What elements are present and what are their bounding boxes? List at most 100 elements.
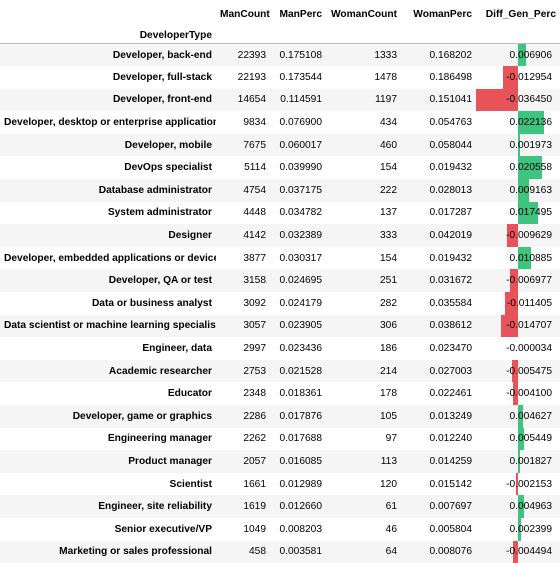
row-label: Engineer, site reliability [0, 495, 216, 518]
diff-value: -0.009629 [480, 230, 556, 241]
row-label: Developer, full-stack [0, 66, 216, 89]
cell-woman-perc: 0.007697 [401, 495, 476, 518]
cell-woman-count: 46 [326, 518, 401, 541]
cell-woman-count: 64 [326, 541, 401, 563]
column-header: ManPerc [270, 0, 326, 20]
cell-woman-count: 251 [326, 269, 401, 292]
column-header: WomanCount [326, 0, 401, 20]
cell-woman-count: 434 [326, 111, 401, 134]
row-label: Product manager [0, 450, 216, 473]
cell-woman-perc: 0.019432 [401, 156, 476, 179]
cell-woman-perc: 0.008076 [401, 541, 476, 563]
diff-value: -0.004494 [480, 546, 556, 557]
column-header: Diff_Gen_Perc [476, 0, 560, 20]
cell-man-perc: 0.012989 [270, 473, 326, 496]
cell-man-count: 458 [216, 541, 270, 563]
cell-man-perc: 0.017688 [270, 428, 326, 451]
cell-man-count: 4142 [216, 224, 270, 247]
diff-value: -0.002153 [480, 479, 556, 490]
table-row: Developer, embedded applications or devi… [0, 247, 560, 270]
diff-value: 0.004963 [480, 501, 556, 512]
diff-value: 0.017495 [480, 207, 556, 218]
cell-woman-perc: 0.023470 [401, 337, 476, 360]
cell-man-perc: 0.024695 [270, 269, 326, 292]
cell-man-perc: 0.173544 [270, 66, 326, 89]
cell-man-perc: 0.034782 [270, 202, 326, 225]
cell-woman-count: 1333 [326, 44, 401, 67]
cell-man-perc: 0.114591 [270, 89, 326, 112]
cell-man-count: 22193 [216, 66, 270, 89]
cell-woman-perc: 0.022461 [401, 382, 476, 405]
row-label: Developer, desktop or enterprise applica… [0, 111, 216, 134]
cell-diff-gen-perc: -0.009629 [476, 224, 560, 247]
table-row: Data scientist or machine learning speci… [0, 315, 560, 338]
row-label: Engineer, data [0, 337, 216, 360]
cell-diff-gen-perc: -0.004100 [476, 382, 560, 405]
cell-woman-perc: 0.027003 [401, 360, 476, 383]
cell-woman-count: 137 [326, 202, 401, 225]
cell-diff-gen-perc: -0.005475 [476, 360, 560, 383]
index-name: DeveloperType [0, 20, 216, 44]
cell-man-count: 2753 [216, 360, 270, 383]
row-label: Marketing or sales professional [0, 541, 216, 563]
column-header: ManCount [216, 0, 270, 20]
cell-man-perc: 0.032389 [270, 224, 326, 247]
cell-woman-perc: 0.015142 [401, 473, 476, 496]
row-label: Educator [0, 382, 216, 405]
row-label: Developer, back-end [0, 44, 216, 67]
cell-man-count: 1661 [216, 473, 270, 496]
cell-woman-perc: 0.054763 [401, 111, 476, 134]
cell-man-count: 9834 [216, 111, 270, 134]
cell-woman-count: 214 [326, 360, 401, 383]
header-blank [0, 0, 216, 20]
diff-value: 0.010885 [480, 253, 556, 264]
cell-man-count: 3057 [216, 315, 270, 338]
cell-man-count: 2348 [216, 382, 270, 405]
cell-diff-gen-perc: 0.005449 [476, 428, 560, 451]
index-name-row: DeveloperType [0, 20, 560, 44]
diff-value: 0.009163 [480, 185, 556, 196]
cell-woman-count: 97 [326, 428, 401, 451]
cell-man-perc: 0.018361 [270, 382, 326, 405]
cell-diff-gen-perc: 0.009163 [476, 179, 560, 202]
cell-man-count: 4448 [216, 202, 270, 225]
row-label: Designer [0, 224, 216, 247]
cell-woman-perc: 0.035584 [401, 292, 476, 315]
cell-man-count: 2057 [216, 450, 270, 473]
cell-woman-perc: 0.186498 [401, 66, 476, 89]
cell-man-count: 3877 [216, 247, 270, 270]
cell-diff-gen-perc: -0.004494 [476, 541, 560, 563]
cell-diff-gen-perc: 0.022136 [476, 111, 560, 134]
cell-diff-gen-perc: 0.001827 [476, 450, 560, 473]
cell-woman-count: 105 [326, 405, 401, 428]
cell-woman-perc: 0.019432 [401, 247, 476, 270]
cell-man-count: 2286 [216, 405, 270, 428]
row-label: System administrator [0, 202, 216, 225]
cell-woman-count: 61 [326, 495, 401, 518]
cell-man-perc: 0.037175 [270, 179, 326, 202]
diff-value: 0.006906 [480, 50, 556, 61]
cell-man-count: 14654 [216, 89, 270, 112]
cell-diff-gen-perc: 0.010885 [476, 247, 560, 270]
cell-woman-count: 154 [326, 156, 401, 179]
cell-woman-perc: 0.168202 [401, 44, 476, 67]
row-label: Senior executive/VP [0, 518, 216, 541]
row-label: Data or business analyst [0, 292, 216, 315]
cell-woman-perc: 0.031672 [401, 269, 476, 292]
row-label: Developer, front-end [0, 89, 216, 112]
row-label: Database administrator [0, 179, 216, 202]
cell-woman-count: 1478 [326, 66, 401, 89]
cell-man-perc: 0.012660 [270, 495, 326, 518]
cell-woman-count: 1197 [326, 89, 401, 112]
cell-man-count: 1619 [216, 495, 270, 518]
cell-woman-perc: 0.013249 [401, 405, 476, 428]
cell-diff-gen-perc: -0.002153 [476, 473, 560, 496]
